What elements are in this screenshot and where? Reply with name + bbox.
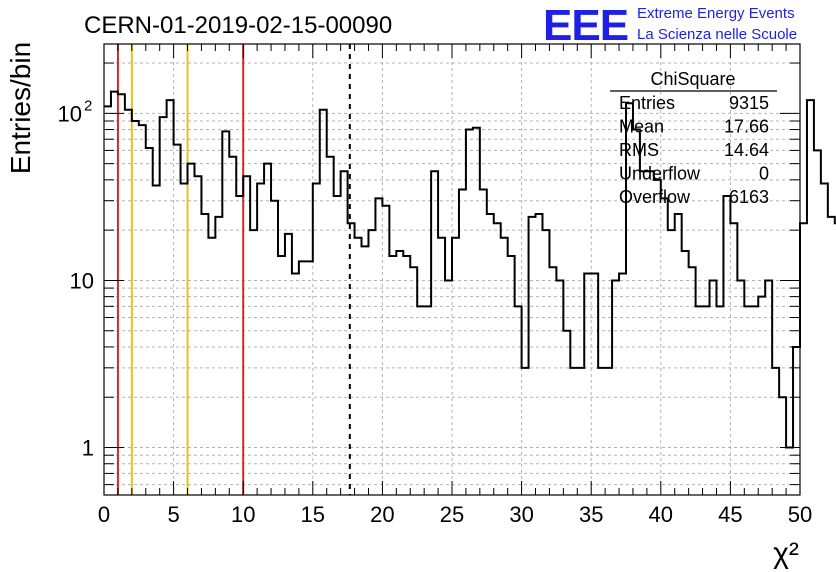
x-tick-label: 15	[301, 502, 325, 527]
y-tick-exponent: 2	[84, 97, 92, 114]
logo-subtitle-2: La Scienza nelle Scuole	[637, 26, 797, 43]
x-tick-label: 45	[718, 502, 742, 527]
logo-subtitle-1: Extreme Energy Events	[637, 5, 795, 22]
y-tick-label: 10	[58, 101, 82, 126]
x-tick-label: 5	[167, 502, 179, 527]
eee-logo-text: EEE	[543, 1, 628, 50]
x-tick-label: 0	[98, 502, 110, 527]
stats-value: 0	[759, 164, 769, 184]
stats-label: Mean	[619, 117, 664, 137]
y-axis-label: Entries/bin	[5, 42, 36, 174]
y-tick-label: 10	[70, 268, 94, 293]
x-tick-labels: 0 5 10 15 20 25 30 35 40 45 50	[98, 502, 812, 527]
x-axis-label: χ²	[773, 537, 799, 570]
eee-logo: EEE Extreme Energy Events La Scienza nel…	[543, 1, 797, 50]
stats-value: 9315	[729, 93, 769, 113]
reference-lines	[116, 44, 351, 495]
x-tick-label: 10	[231, 502, 255, 527]
x-tick-label: 20	[370, 502, 394, 527]
stats-box: ChiSquare Entries 9315 Mean 17.66 RMS 14.64 Un…	[610, 69, 777, 207]
x-tick-label: 50	[788, 502, 812, 527]
x-tick-label: 35	[579, 502, 603, 527]
stats-title: ChiSquare	[650, 69, 735, 89]
x-tick-label: 40	[649, 502, 673, 527]
axis-ticks	[103, 44, 801, 495]
x-tick-label: 30	[509, 502, 533, 527]
stats-value: 14.64	[724, 140, 769, 160]
stats-value: 17.66	[724, 117, 769, 137]
x-tick-label: 25	[440, 502, 464, 527]
grid	[104, 44, 800, 495]
run-title: CERN-01-2019-02-15-00090	[84, 12, 392, 39]
y-tick-label: 1	[82, 436, 94, 461]
stats-label: Underflow	[619, 164, 701, 184]
stats-label: RMS	[619, 140, 659, 160]
stats-label: Entries	[619, 93, 675, 113]
stats-value: 6163	[729, 187, 769, 207]
stats-label: Overflow	[619, 187, 691, 207]
